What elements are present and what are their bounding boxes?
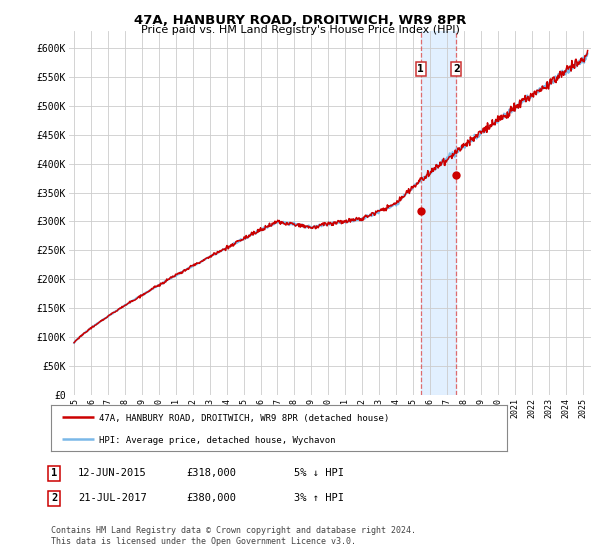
Text: 21-JUL-2017: 21-JUL-2017 (78, 493, 147, 503)
Text: 47A, HANBURY ROAD, DROITWICH, WR9 8PR (detached house): 47A, HANBURY ROAD, DROITWICH, WR9 8PR (d… (99, 414, 389, 423)
Text: 2: 2 (51, 493, 57, 503)
Text: 3% ↑ HPI: 3% ↑ HPI (294, 493, 344, 503)
Text: 1: 1 (51, 468, 57, 478)
Text: 12-JUN-2015: 12-JUN-2015 (78, 468, 147, 478)
Text: £380,000: £380,000 (186, 493, 236, 503)
Text: 47A, HANBURY ROAD, DROITWICH, WR9 8PR: 47A, HANBURY ROAD, DROITWICH, WR9 8PR (134, 14, 466, 27)
Text: £318,000: £318,000 (186, 468, 236, 478)
Text: HPI: Average price, detached house, Wychavon: HPI: Average price, detached house, Wych… (99, 436, 335, 445)
Text: Contains HM Land Registry data © Crown copyright and database right 2024.
This d: Contains HM Land Registry data © Crown c… (51, 526, 416, 546)
Text: 2: 2 (453, 64, 460, 74)
Text: 5% ↓ HPI: 5% ↓ HPI (294, 468, 344, 478)
Bar (421, 31, 456, 395)
Text: Price paid vs. HM Land Registry's House Price Index (HPI): Price paid vs. HM Land Registry's House … (140, 25, 460, 35)
Text: 1: 1 (417, 64, 424, 74)
